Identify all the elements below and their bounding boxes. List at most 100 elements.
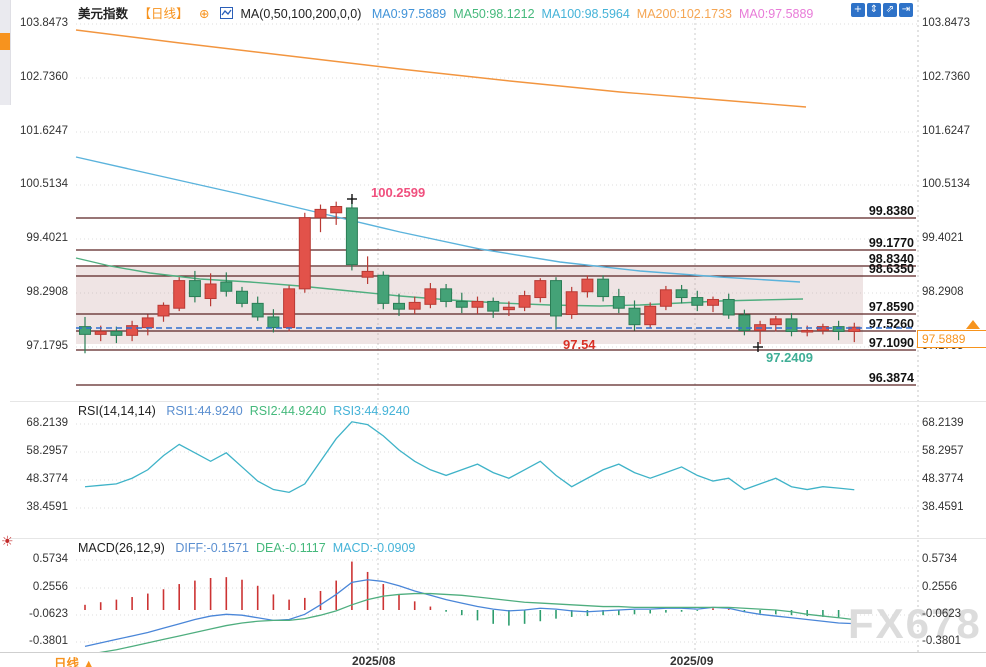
indicator-value-label: DIFF:-0.1571 — [175, 541, 249, 555]
chart-type-icon[interactable] — [219, 7, 236, 21]
candle-body — [471, 300, 484, 308]
chart-toolbar: + ⇕ ⇗ ⇥ — [851, 3, 913, 17]
candle-body — [345, 207, 358, 266]
indicator-value-label: MA0:97.5889 — [739, 7, 814, 21]
period-tag[interactable]: 【日线】 — [138, 7, 189, 21]
indicator-value-label: MACD:-0.0909 — [332, 541, 416, 555]
indicator-value-label: RSI1:44.9240 — [166, 404, 243, 418]
axis-range-icon[interactable]: ⇕ — [867, 3, 881, 17]
axis-tick-label: 0.2556 — [32, 581, 68, 593]
signal-sun-icon[interactable]: ☀ — [1, 533, 14, 549]
scroll-right-icon[interactable]: ⇥ — [899, 3, 913, 17]
indicator-value-label: DEA:-0.1117 — [255, 541, 326, 555]
candle-body — [79, 326, 91, 335]
axis-tick-label: 98.2908 — [922, 286, 964, 298]
candle-body — [722, 298, 735, 316]
ma-function-label: MA(0,50,100,200,0,0) — [240, 7, 362, 21]
candle-body — [785, 318, 798, 332]
candle-body — [597, 278, 610, 298]
main-chart-header: 美元指数 【日线】 ⊕ MA(0,50,100,200,0,0) MA0:97.… — [78, 3, 827, 22]
axis-tick-label: -0.3801 — [922, 635, 962, 647]
candle-body — [298, 217, 311, 290]
candle-body — [691, 297, 704, 306]
candle-body — [738, 314, 751, 331]
candle-body — [188, 280, 201, 298]
left-edge-strip — [0, 0, 11, 105]
ma200-line — [75, 29, 807, 108]
candle-body — [377, 274, 390, 304]
axis-tick-label: 38.4591 — [26, 501, 68, 513]
axis-tick-label: 68.2139 — [922, 417, 964, 429]
axis-tick-label: 48.3774 — [922, 473, 964, 485]
current-price-badge: 97.5889 — [917, 330, 986, 348]
level-label: 97.1090 — [869, 336, 914, 350]
left-price-axis[interactable]: 103.8473 102.7360 101.6247 100.5134 99.4021 9… — [4, 0, 68, 652]
candle-body — [267, 316, 280, 329]
rsi-values-group: RSI1:44.9240 RSI2:44.9240 RSI3:44.9240 — [166, 404, 416, 418]
rsi-title: RSI(14,14,14) — [78, 404, 156, 418]
panel-separator — [10, 538, 986, 539]
price-up-arrow-icon — [966, 320, 980, 329]
candle-body — [236, 290, 248, 304]
auto-scale-icon[interactable]: ⇗ — [883, 3, 897, 17]
candle-body — [455, 300, 468, 308]
date-label: 2025/09 — [670, 654, 714, 667]
candle-body — [283, 288, 296, 329]
level-label: 98.8340 — [869, 252, 914, 266]
period-selector[interactable]: 日线 ▲ — [54, 653, 95, 667]
macd-dea-line — [84, 592, 855, 656]
add-indicator-icon[interactable]: ⊕ — [199, 7, 210, 21]
axis-tick-label: 100.5134 — [20, 178, 68, 190]
axis-tick-label: 0.5734 — [922, 553, 958, 565]
candle-body — [110, 330, 123, 336]
candle-body — [440, 288, 453, 302]
watermark: FX678 — [848, 600, 982, 647]
axis-tick-label: 102.7360 — [20, 71, 68, 83]
axis-tick-label: 97.1795 — [26, 340, 68, 352]
panel-separator — [10, 401, 986, 402]
time-axis-bar: 日线 ▲ 2025/08 2025/09 — [0, 652, 986, 667]
indicator-value-label: RSI3:44.9240 — [333, 404, 410, 418]
indicator-value-label: MA50:98.1212 — [453, 7, 535, 21]
candle-body — [330, 205, 343, 214]
candle-body — [801, 329, 814, 333]
axis-tick-label: 0.2556 — [922, 581, 958, 593]
candle-body — [424, 288, 437, 305]
period-arrow-icon: ▲ — [82, 657, 95, 667]
candle-body — [565, 291, 578, 316]
axis-tick-label: 98.2908 — [26, 286, 68, 298]
macd-title: MACD(26,12,9) — [78, 541, 165, 555]
candle-body — [534, 280, 547, 299]
candle-body — [659, 289, 672, 307]
price-annotation: 97.2409 — [766, 350, 813, 365]
candle-body — [707, 298, 719, 306]
axis-tick-label: 100.5134 — [922, 178, 970, 190]
indicator-value-label: MA0:97.5889 — [371, 7, 447, 21]
date-label: 2025/08 — [352, 654, 396, 667]
candle-body — [204, 283, 217, 300]
ma-values-group: MA0:97.5889 MA50:98.1212 MA100:98.5964 MA20… — [372, 7, 821, 21]
indicator-value-label: RSI2:44.9240 — [249, 404, 327, 418]
axis-tick-label: 58.2957 — [26, 445, 68, 457]
level-label: 97.8590 — [869, 300, 914, 314]
candle-body — [314, 208, 327, 219]
candle-body — [612, 296, 625, 309]
pan-icon[interactable]: + — [851, 3, 865, 17]
level-label: 99.8380 — [869, 204, 914, 218]
axis-tick-label: 68.2139 — [26, 417, 68, 429]
axis-tick-label: 101.6247 — [922, 125, 970, 137]
candle-body — [487, 300, 500, 312]
candle-body — [141, 317, 154, 329]
level-label: 99.1770 — [869, 236, 914, 250]
axis-tick-label: 99.4021 — [922, 232, 964, 244]
candle-body — [173, 280, 186, 309]
candle-body — [518, 295, 531, 308]
axis-tick-label: 99.4021 — [26, 232, 68, 244]
axis-tick-label: -0.3801 — [28, 635, 68, 647]
axis-tick-label: -0.0623 — [922, 608, 962, 620]
candle-body — [769, 318, 782, 326]
candle-body — [832, 326, 845, 332]
macd-diff-line — [84, 579, 855, 647]
